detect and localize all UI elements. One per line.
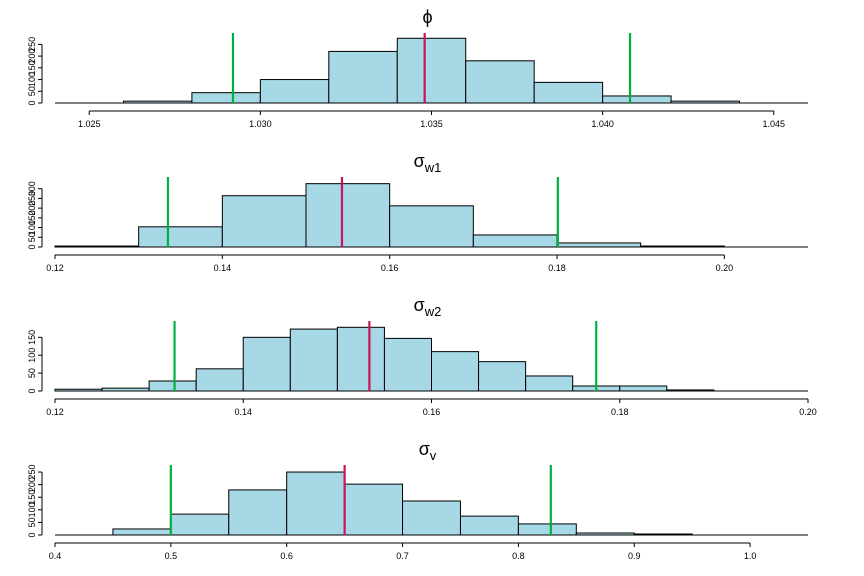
bar [556,242,642,248]
y-tick-label: 0 [27,388,37,393]
bar [472,234,558,248]
y-tick-label: 150 [27,490,37,505]
bar [170,513,230,536]
panel: σw2 0.12 0.14 0.16 0.18 0.20 0 50 100 150 [27,295,817,417]
bar [191,92,261,104]
y-tick-label: 100 [27,72,37,87]
panel-title: σw2 [414,295,442,319]
bar [431,351,480,392]
x-tick-label: 0.18 [548,263,566,273]
panel-title: σw1 [414,151,442,175]
x-tick-label: 0.18 [611,407,629,417]
x-tick-label: 0.12 [46,407,64,417]
bar [138,226,223,248]
title-subscript: w1 [424,160,442,175]
bar [195,368,244,392]
title-symbol: σ [414,295,425,315]
title-symbol: σ [414,151,425,171]
y-tick-label: 100 [27,348,37,363]
y-tick-label: 200 [27,49,37,64]
bar [148,380,197,392]
x-tick-label: 0.6 [280,551,293,561]
y-tick-label: 250 [27,37,37,52]
y-tick-label: 0 [27,244,37,249]
y-tick-label: 200 [27,477,37,492]
y-tick-label: 250 [27,191,37,206]
x-tick-label: 1.025 [78,119,101,129]
y-tick-label: 50 [27,517,37,527]
x-tick-label: 0.20 [799,407,817,417]
bar [517,523,577,536]
panel-title: σv [419,439,437,463]
y-tick-label: 50 [27,86,37,96]
bar [228,489,288,536]
x-tick-label: 0.9 [628,551,641,561]
x-tick-label: 0.16 [423,407,441,417]
y-tick-label: 100 [27,220,37,235]
title-subscript: v [430,448,437,463]
y-tick-label: 150 [27,210,37,225]
y-tick-label: 250 [27,465,37,480]
bar [478,361,527,392]
x-tick-label: 0.14 [214,263,232,273]
bar [396,37,467,104]
y-tick-label: 0 [27,100,37,105]
title-subscript: w2 [424,304,442,319]
bar [389,205,474,248]
y-tick-label: 0 [27,532,37,537]
x-tick-label: 0.14 [234,407,252,417]
x-tick-label: 0.4 [49,551,62,561]
bar [112,528,172,536]
bar [328,50,398,104]
bar [402,500,461,536]
x-tick-label: 0.5 [165,551,178,561]
bar [619,385,668,392]
bar [344,483,404,536]
bar [305,183,391,248]
x-tick-label: 0.16 [381,263,399,273]
y-tick-label: 50 [27,368,37,378]
x-tick-label: 1.030 [249,119,272,129]
bar [289,328,338,392]
x-tick-label: 1.045 [763,119,786,129]
y-tick-label: 150 [27,330,37,345]
panel: ϕ 1.025 1.030 1.035 1.040 1.045 0 5010015020025… [27,7,808,129]
bar [336,326,385,392]
title-symbol: ϕ [422,7,432,27]
bar [465,60,535,104]
x-tick-label: 1.040 [591,119,614,129]
bar [383,337,432,392]
bar [459,515,519,536]
bar [533,81,604,104]
bar [525,375,574,392]
panel-title: ϕ [422,7,432,27]
bar [602,95,672,104]
y-tick-label: 300 [27,181,37,196]
x-tick-label: 1.035 [420,119,443,129]
panel: σw1 0.12 0.14 0.16 0.18 0.20 0 5010015020025030… [27,151,808,273]
x-tick-label: 0.20 [716,263,734,273]
bar [221,195,307,248]
y-tick-label: 100 [27,502,37,517]
title-symbol: σ [419,439,430,459]
x-tick-label: 0.8 [512,551,525,561]
x-tick-label: 0.7 [396,551,409,561]
y-tick-label: 200 [27,201,37,216]
x-tick-label: 1.0 [744,551,757,561]
y-tick-label: 150 [27,60,37,75]
bar [242,336,291,392]
bar [286,471,346,536]
bar [259,79,330,104]
y-tick-label: 50 [27,232,37,242]
x-tick-label: 0.12 [46,263,64,273]
